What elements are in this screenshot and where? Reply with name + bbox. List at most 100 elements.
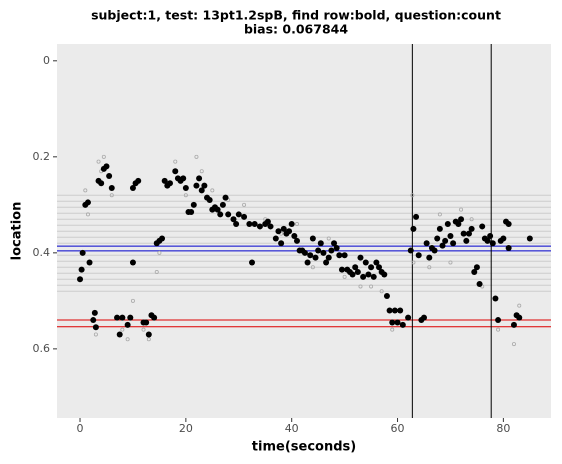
point [114, 314, 121, 321]
point [397, 307, 404, 314]
point [230, 216, 237, 223]
point [383, 293, 390, 300]
point [217, 211, 224, 218]
point [410, 193, 415, 198]
point [369, 284, 374, 289]
point [381, 271, 388, 278]
point [173, 159, 178, 164]
point [465, 230, 472, 237]
point [129, 259, 136, 266]
point [362, 259, 369, 266]
point [146, 337, 151, 342]
point [426, 254, 433, 261]
point [492, 295, 499, 302]
point [405, 314, 412, 321]
point [172, 168, 179, 175]
point [120, 327, 125, 332]
point [496, 327, 501, 332]
point [272, 235, 279, 242]
point [468, 225, 475, 232]
point [84, 199, 91, 206]
point [379, 289, 384, 294]
point [83, 188, 88, 193]
point [130, 298, 135, 303]
point [198, 187, 205, 194]
point [354, 269, 361, 276]
point [484, 237, 491, 244]
point [473, 264, 480, 271]
point [317, 240, 324, 247]
point [183, 193, 188, 198]
point [196, 175, 203, 182]
point [320, 249, 327, 256]
point [325, 254, 332, 261]
point [526, 235, 533, 242]
point [92, 324, 99, 331]
point [85, 212, 90, 217]
point [431, 247, 438, 254]
point [505, 245, 512, 252]
point [79, 249, 86, 256]
point [96, 159, 101, 164]
point [373, 259, 380, 266]
point [476, 281, 483, 288]
point [264, 218, 271, 225]
point [161, 177, 168, 184]
point [141, 327, 146, 332]
point [199, 169, 204, 174]
point [394, 319, 401, 326]
point [434, 235, 441, 242]
point [333, 245, 340, 252]
point [309, 235, 316, 242]
point [125, 337, 130, 342]
point [194, 154, 199, 159]
point [341, 252, 348, 259]
point [360, 273, 367, 280]
point [442, 237, 449, 244]
point [106, 173, 113, 180]
point [307, 252, 314, 259]
point [450, 240, 457, 247]
point [157, 250, 162, 255]
point [437, 212, 442, 217]
point [471, 269, 478, 276]
point [108, 185, 115, 192]
point [427, 265, 432, 270]
point [510, 321, 517, 328]
point [151, 314, 158, 321]
point [294, 222, 299, 227]
point [439, 242, 446, 249]
point [407, 247, 414, 254]
point [336, 252, 343, 259]
x-axis-title: time(seconds) [252, 440, 356, 455]
point [275, 228, 282, 235]
point [280, 225, 287, 232]
point [326, 236, 331, 241]
point [410, 225, 417, 232]
point [77, 276, 84, 283]
y-tick-label: 0.4 [33, 246, 51, 259]
point [489, 240, 496, 247]
point [448, 260, 453, 265]
point [249, 259, 256, 266]
point [293, 237, 300, 244]
point [389, 319, 396, 326]
point [315, 247, 322, 254]
point [129, 185, 136, 192]
point [233, 221, 240, 228]
point [143, 319, 150, 326]
point [420, 314, 427, 321]
point [180, 175, 187, 182]
point [304, 259, 311, 266]
point [235, 211, 242, 218]
point [312, 254, 319, 261]
x-tick-label: 60 [391, 422, 405, 435]
point [78, 266, 85, 273]
point [246, 221, 253, 228]
point [338, 266, 345, 273]
point [201, 182, 208, 189]
point [225, 211, 232, 218]
point [182, 185, 189, 192]
point [188, 209, 195, 216]
